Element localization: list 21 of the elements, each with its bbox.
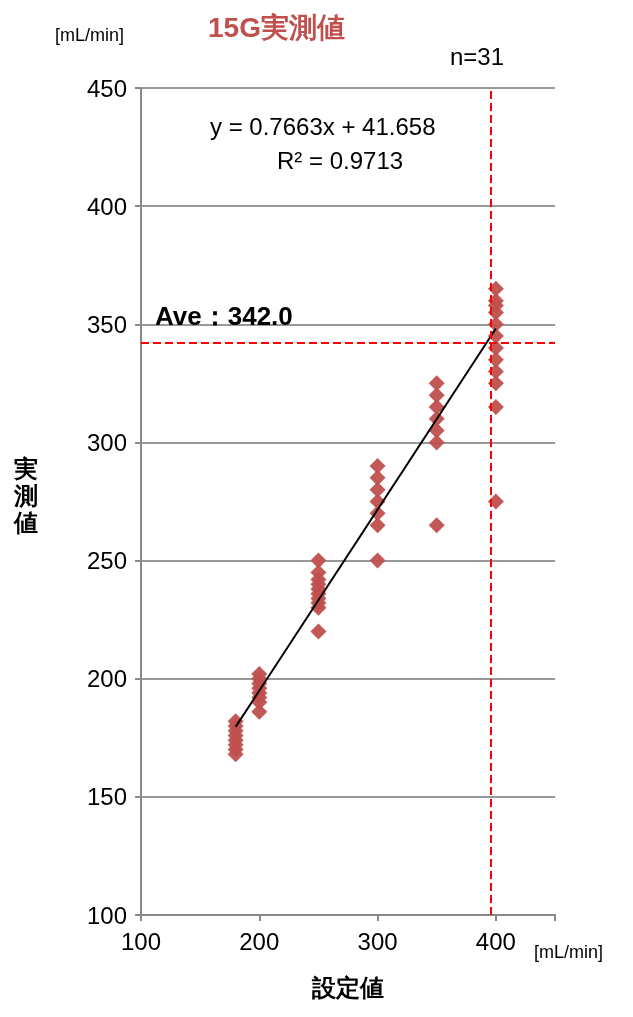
text: [mL/min]: [55, 25, 125, 45]
y-tick-label: 250: [86, 547, 127, 575]
x-tick-label: 300: [357, 927, 398, 955]
y-axis-title: 実測値: [13, 455, 38, 536]
x-tick-label: 100: [120, 927, 162, 955]
chart-title: 15G実測値: [208, 11, 345, 43]
y-tick-label: 450: [86, 74, 127, 102]
ref-line-label: Ave：342.0: [155, 301, 293, 332]
x-axis-title: 設定値: [311, 973, 384, 1001]
annotation: R² = 0.9713: [277, 146, 404, 174]
y-tick-label: 100: [86, 901, 127, 929]
y-tick-label: 150: [86, 783, 127, 811]
x-tick-label: 200: [239, 927, 280, 955]
x-tick-label: 400: [475, 927, 516, 955]
y-tick-label: 200: [86, 665, 127, 693]
text: n=31: [450, 42, 505, 70]
text: [mL/min]: [534, 942, 604, 962]
y-tick-label: 300: [86, 428, 127, 456]
annotation: y = 0.7663x + 41.658: [210, 112, 436, 140]
y-tick-label: 400: [86, 192, 127, 220]
y-tick-label: 350: [86, 310, 127, 338]
